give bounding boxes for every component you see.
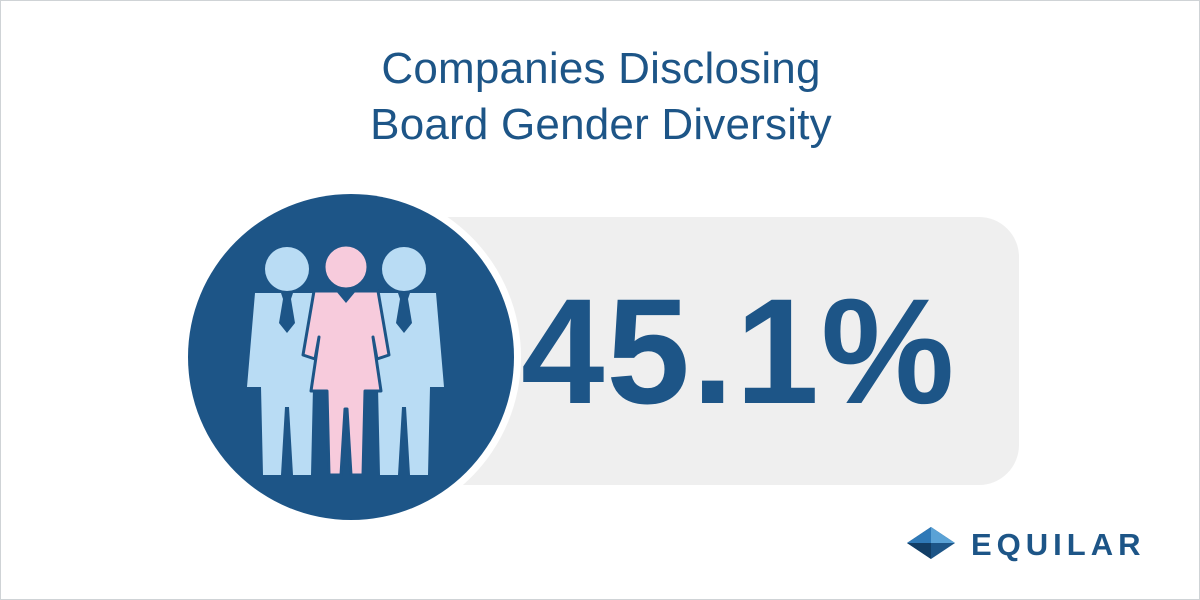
woman-figure [301, 243, 391, 477]
page-title: Companies Disclosing Board Gender Divers… [1, 41, 1200, 153]
equilar-logo-icon [907, 527, 955, 559]
stat-value: 45.1% [521, 267, 957, 435]
board-members-icon [181, 187, 521, 527]
board-members-svg [181, 187, 521, 527]
title-line-2: Board Gender Diversity [370, 100, 832, 149]
title-line-1: Companies Disclosing [381, 44, 821, 93]
equilar-logo: EQUILAR [905, 525, 1165, 565]
brand-name: EQUILAR [971, 527, 1146, 562]
